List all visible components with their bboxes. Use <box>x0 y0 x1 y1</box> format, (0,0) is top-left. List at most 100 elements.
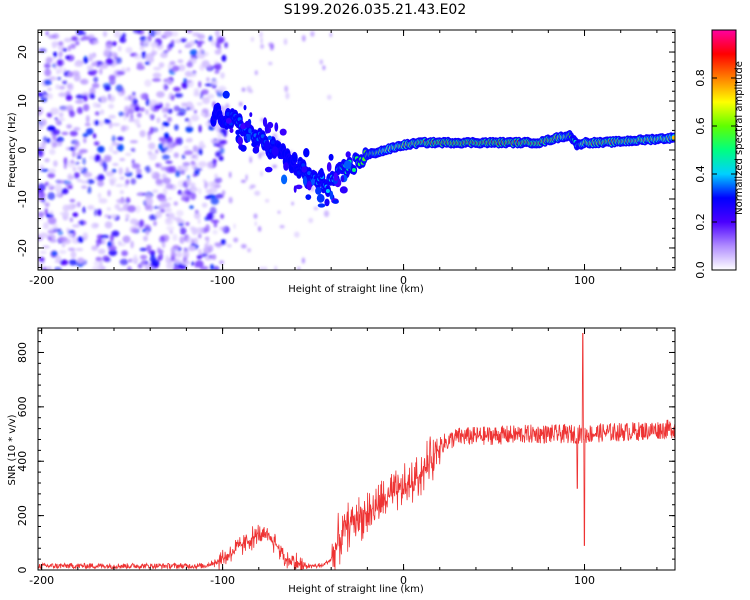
spectrogram-cell <box>180 170 186 175</box>
spectrogram-cell <box>226 112 230 116</box>
spectrogram-cell <box>92 40 99 45</box>
snr-ylabel: SNR (10 * v/v) <box>7 414 18 485</box>
colorbar: 0.0 0.2 0.4 0.6 0.8 Normalized spectral ampl… <box>694 29 745 279</box>
spectrogram-cell <box>241 179 246 183</box>
spectrogram-cell <box>48 76 57 81</box>
spectrogram-cell <box>162 147 169 151</box>
spectrogram-cell <box>118 111 125 117</box>
spectrogram-cell <box>87 205 95 210</box>
spectrogram-cell <box>91 82 100 89</box>
spectrogram-cell <box>228 196 233 204</box>
spectrogram-cell <box>329 190 334 200</box>
spectrogram-cell <box>75 99 84 104</box>
spectrogram-cell <box>150 41 159 48</box>
spectrogram-cell <box>315 187 322 195</box>
spectrogram-cell <box>74 61 83 67</box>
spectrogram-cell <box>214 173 218 179</box>
spectrogram-cell <box>62 80 68 85</box>
spectrogram-cell <box>166 262 174 270</box>
spectrogram-cell <box>145 98 151 107</box>
spectrogram-cell <box>225 103 230 110</box>
spectrogram-cell <box>176 112 185 116</box>
spectrogram-cell <box>58 51 63 57</box>
snr-frame <box>37 327 676 571</box>
spectrogram-cell <box>55 255 62 263</box>
spectrogram-cell <box>307 171 312 176</box>
spectrogram-cell <box>165 102 170 108</box>
spectrogram-cell <box>227 244 232 248</box>
spectrogram-cell <box>91 245 98 251</box>
spectrogram-cell <box>53 266 62 270</box>
spectrogram-cell <box>167 142 172 148</box>
spectrogram-cell <box>184 260 190 265</box>
spectrogram-cell <box>121 250 128 257</box>
spectrogram-cell <box>51 41 60 47</box>
spectrogram-cell <box>83 103 90 112</box>
spectrogram-cell <box>67 175 75 180</box>
spectrogram-cell <box>267 135 272 140</box>
spectrogram-cell <box>317 203 326 208</box>
y-tick-label: 0 <box>16 147 29 154</box>
spectrogram-cell <box>166 217 171 224</box>
spectrogram-cell <box>211 140 220 144</box>
snr-plot: -200 -100 0 100 0 200 400 600 800 Height of stra… <box>7 327 676 595</box>
spectrogram-cell <box>177 264 187 270</box>
spectrogram-cell <box>55 138 61 143</box>
spectrogram-cell <box>120 125 126 132</box>
spectrogram-cell <box>63 157 68 165</box>
spectrogram-cell <box>128 118 136 123</box>
spectrogram-cell <box>139 45 145 51</box>
spectrogram-cell <box>198 48 205 54</box>
spectrogram-cell <box>209 206 217 215</box>
spectrogram-cell <box>179 165 189 172</box>
spectrogram-cell <box>279 225 285 229</box>
spectrogram-cell <box>196 254 202 260</box>
spectrogram-cell <box>66 124 72 129</box>
spectrogram-cell <box>102 31 108 37</box>
spectrogram-cell <box>104 214 110 218</box>
spectrogram-cell <box>283 162 289 171</box>
spectrogram-cell <box>311 178 315 186</box>
spectrogram-cell <box>175 170 181 178</box>
spectrogram-cell <box>205 224 210 233</box>
spectrogram-cell <box>111 230 120 237</box>
spectrogram-cell <box>301 34 306 42</box>
spectrogram-cell <box>43 94 47 98</box>
spectrogram-cell <box>58 117 66 122</box>
snr-series-line <box>38 333 675 570</box>
spectrogram-cell <box>172 233 178 242</box>
spectrogram-cell <box>67 45 71 52</box>
x-tick-label: -200 <box>29 574 54 587</box>
spectrogram-cell <box>220 72 225 79</box>
colorbar-scale <box>711 29 737 271</box>
spectrogram-cell <box>129 140 138 144</box>
spectrogram-cell <box>212 158 217 164</box>
spectrogram-cell <box>259 266 264 270</box>
spectrogram-cell <box>87 34 95 39</box>
y-tick-label: 800 <box>16 342 29 363</box>
spectrogram-cell <box>174 124 179 131</box>
spectrogram-cell <box>115 57 122 64</box>
spectrogram-cell <box>119 176 125 180</box>
spectrogram-cell <box>195 153 199 161</box>
spectrogram-cell <box>260 171 263 177</box>
spectrogram-cell <box>183 146 189 150</box>
spectrogram-cell <box>214 177 223 184</box>
spectrogram-cell <box>260 37 263 44</box>
spectrogram-cell <box>47 172 56 179</box>
spectrogram-cell <box>140 254 148 260</box>
x-tick-label: 100 <box>574 574 595 587</box>
spectrogram-cell <box>91 222 99 229</box>
spectrogram-cell <box>173 201 178 206</box>
spectrogram-cell <box>210 181 217 188</box>
spectrogram-cell <box>218 157 224 161</box>
spectrogram-cell <box>301 166 308 173</box>
spectrogram-cell <box>165 183 174 190</box>
spectrogram-cell <box>72 166 76 172</box>
spectrogram-cell <box>167 212 175 219</box>
spectrogram-cell <box>148 30 157 37</box>
spectrogram-cell <box>40 168 49 172</box>
spectrogram-cell <box>119 37 127 43</box>
spectrogram-cell <box>115 183 124 188</box>
